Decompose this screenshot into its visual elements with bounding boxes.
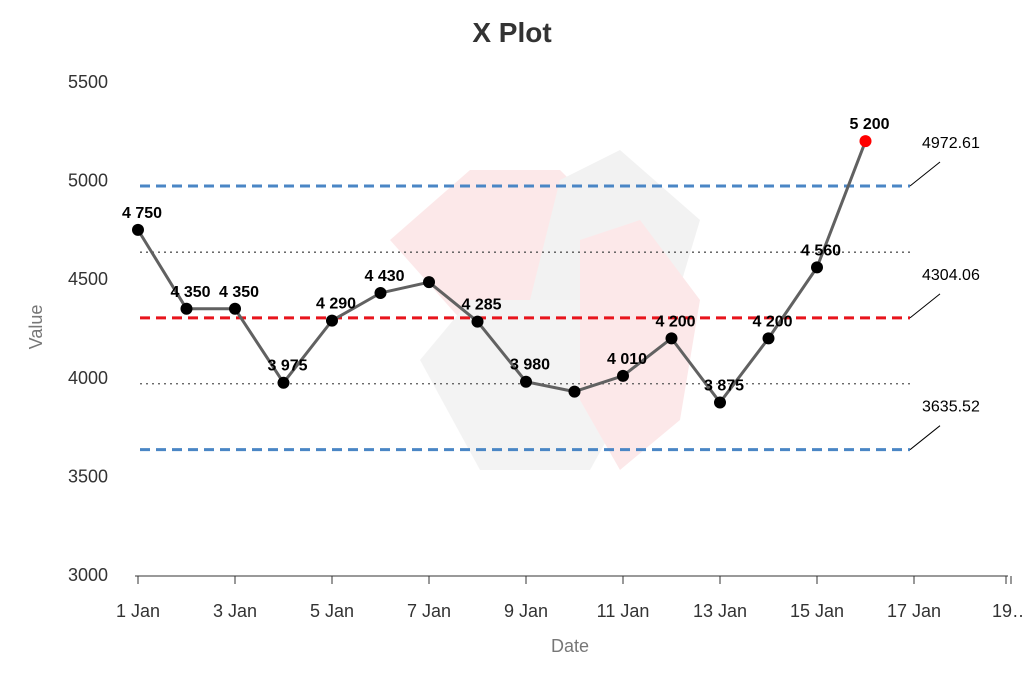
data-point	[471, 315, 484, 328]
data-point	[617, 369, 629, 382]
x-axis: 1 Jan 3 Jan 5 Jan 7 Jan 9 Jan 11 Jan 13 Jan 15 …	[116, 575, 1024, 621]
data-label: 3 975	[267, 358, 307, 375]
data-point	[520, 375, 532, 388]
x-tick-label: 7 Jan	[407, 601, 451, 621]
data-label: 4 350	[170, 284, 210, 301]
chart-title: X Plot	[472, 17, 551, 48]
data-label: 3 980	[510, 357, 550, 374]
watermark-logo	[390, 150, 700, 470]
lcl-label: 3635.52	[922, 399, 980, 416]
data-point	[132, 223, 144, 236]
x-tick-label: 1 Jan	[116, 601, 160, 621]
data-point	[811, 261, 823, 274]
x-axis-title: Date	[551, 636, 589, 656]
y-tick-label: 4500	[68, 269, 108, 289]
center-label: 4304.06	[922, 267, 980, 284]
data-label: 4 350	[219, 284, 259, 301]
y-tick-label: 3500	[68, 466, 108, 486]
data-label: 4 750	[122, 205, 162, 222]
data-point	[277, 376, 290, 389]
x-tick-label: 13 Jan	[693, 601, 747, 621]
y-axis-ticks: 3000 3500 4000 4500 5000 5500	[68, 72, 108, 585]
data-point	[423, 276, 435, 289]
watermark-shape-red-2	[580, 220, 700, 470]
watermark-shape-red	[390, 170, 620, 330]
center-leader	[909, 293, 941, 319]
data-label: 4 290	[316, 296, 356, 313]
data-point	[568, 385, 581, 398]
data-label: 4 010	[607, 351, 647, 368]
y-axis-title: Value	[26, 305, 46, 350]
x-tick-label: 5 Jan	[310, 601, 354, 621]
x-tick-label: 11 Jan	[597, 601, 650, 621]
data-point	[665, 332, 678, 345]
y-tick-label: 5500	[68, 72, 108, 92]
x-tick-label: 19…	[992, 601, 1024, 621]
data-point	[374, 287, 387, 300]
data-label: 5 200	[849, 116, 889, 133]
data-point	[180, 302, 193, 315]
data-label: 4 285	[461, 297, 501, 314]
data-point	[762, 332, 775, 345]
y-tick-label: 3000	[68, 565, 108, 585]
ucl-label: 4972.61	[922, 135, 980, 152]
data-point	[714, 396, 726, 409]
data-series: 4 750 4 350 4 350 3 975 4 290 4 430 4 285 3 980…	[122, 116, 890, 409]
data-label: 4 430	[364, 268, 404, 285]
y-tick-label: 4000	[68, 368, 108, 388]
out-of-control-point	[859, 135, 872, 148]
data-label: 4 200	[752, 313, 792, 330]
watermark-shape-gray	[500, 150, 700, 460]
data-label: 4 200	[655, 313, 695, 330]
data-label: 3 875	[704, 377, 744, 394]
data-point	[326, 314, 338, 327]
data-point	[229, 302, 241, 315]
data-label: 4 560	[801, 242, 841, 259]
ucl-leader	[909, 161, 941, 187]
lcl-leader	[909, 425, 941, 451]
x-tick-label: 9 Jan	[504, 601, 548, 621]
x-tick-label: 3 Jan	[213, 601, 257, 621]
x-tick-label: 17 Jan	[887, 601, 941, 621]
control-limit-lines: 4972.61 4304.06 3635.52	[140, 135, 980, 452]
y-tick-label: 5000	[68, 171, 108, 191]
series-line	[136, 140, 867, 404]
x-tick-label: 15 Jan	[790, 601, 844, 621]
